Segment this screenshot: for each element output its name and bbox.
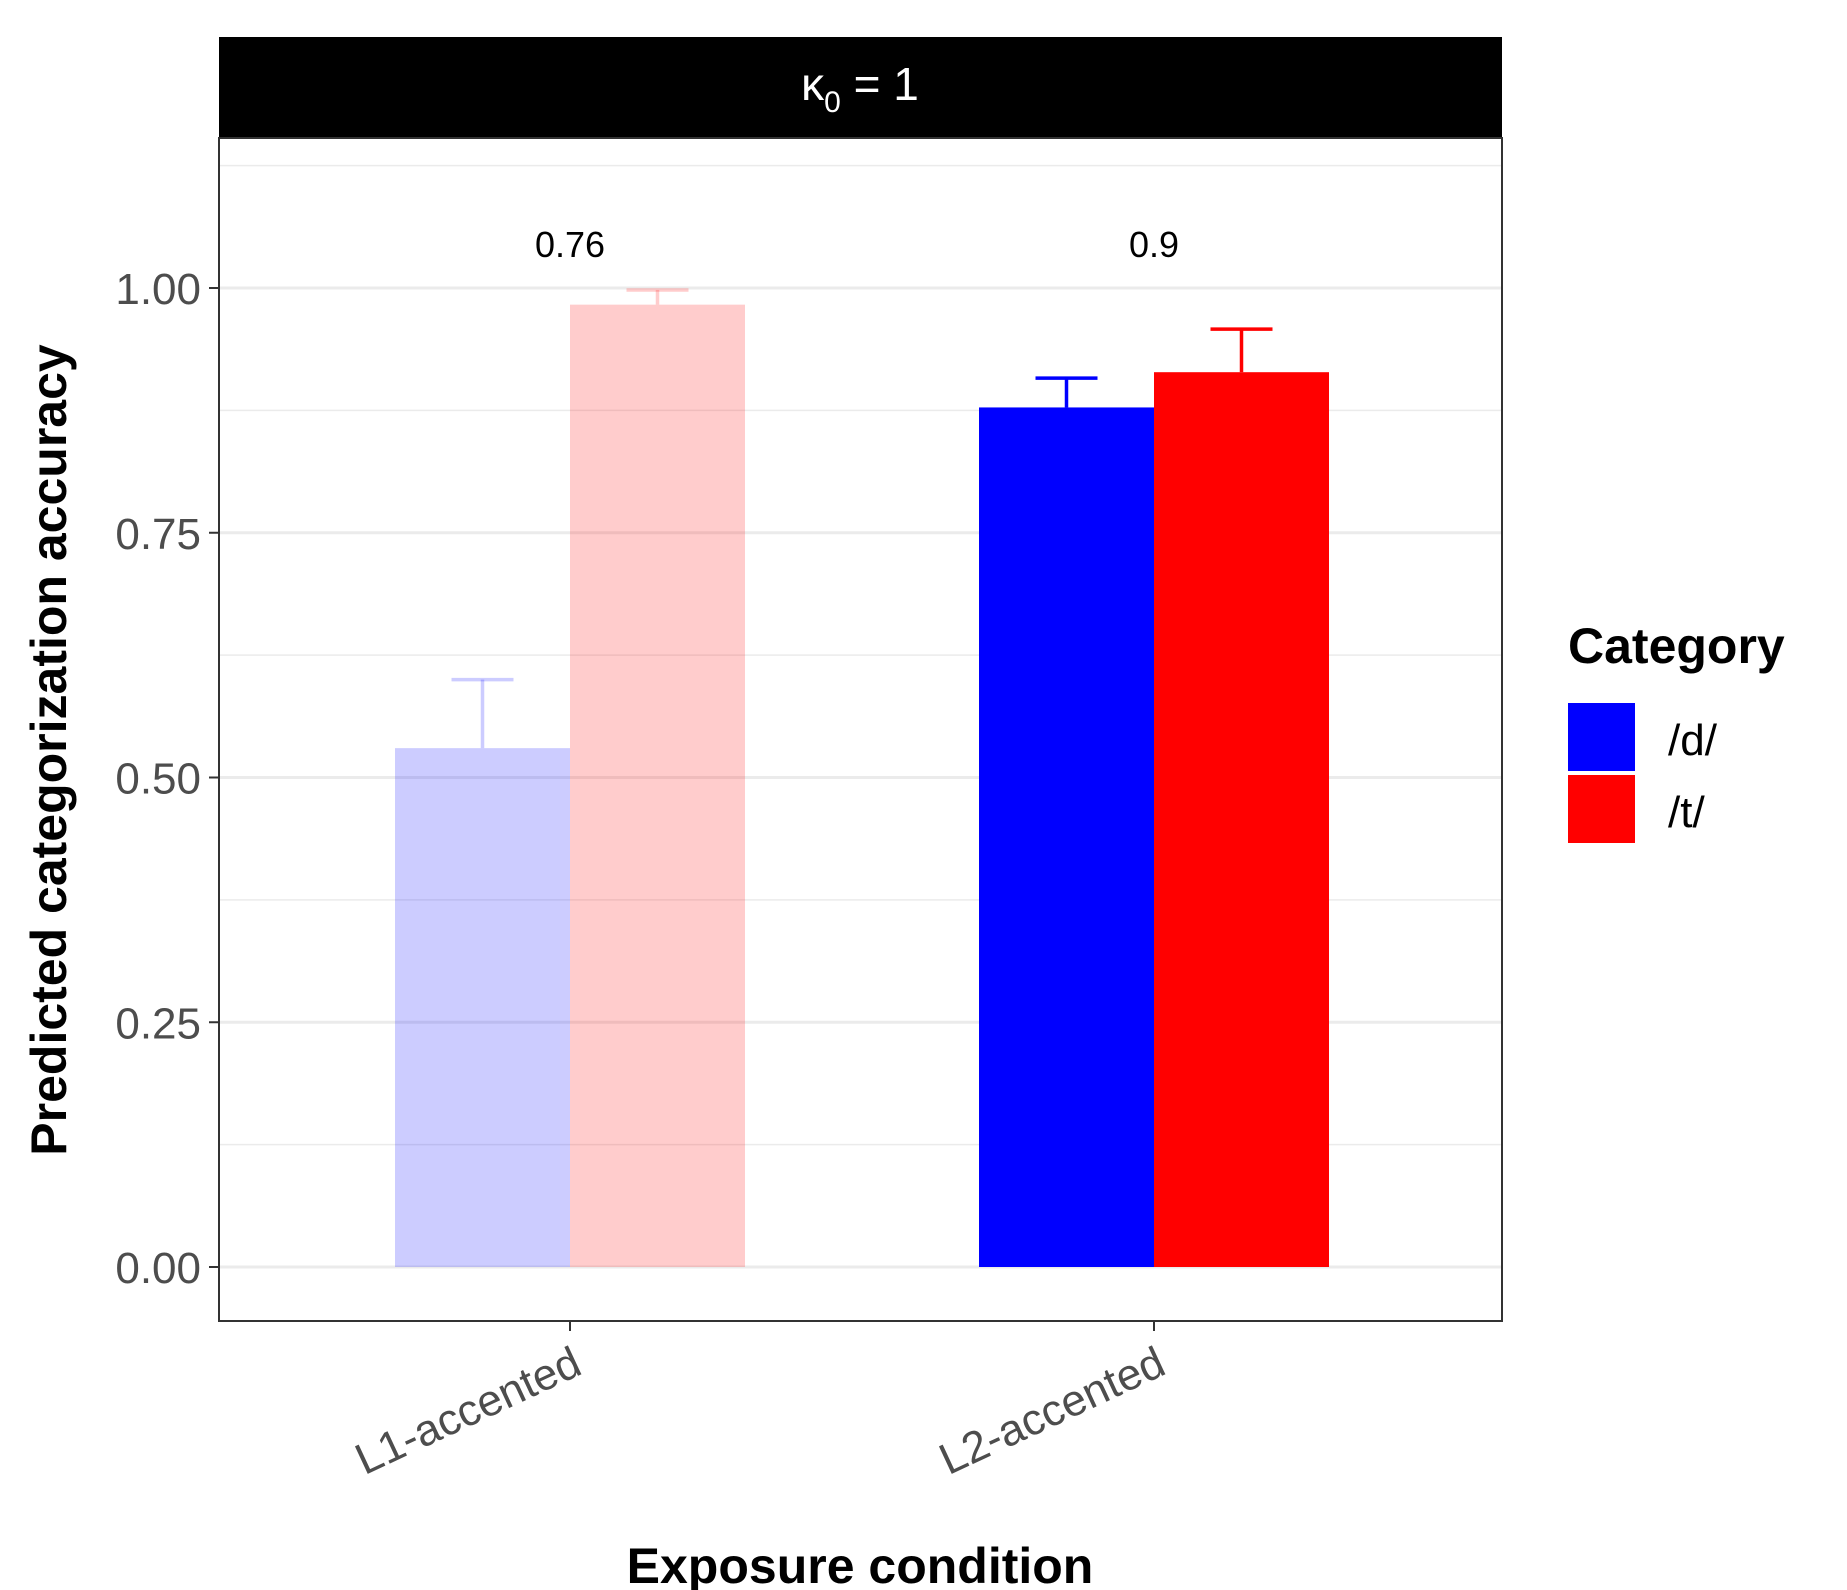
legend-label-0: /d/ — [1668, 716, 1718, 765]
y-axis: 0.00 0.25 0.50 0.75 1.00 — [115, 265, 219, 1293]
bar-L2-accented-series-0 — [979, 407, 1154, 1267]
legend-key-0 — [1568, 703, 1635, 771]
legend-label-1: /t/ — [1668, 788, 1705, 837]
y-tick-label-3: 0.75 — [115, 510, 201, 559]
bars — [395, 304, 1329, 1268]
bar-labels: 0.76 0.9 — [535, 224, 1179, 265]
x-tick-label-1: L2-accented — [932, 1338, 1172, 1485]
bar-label-0: 0.76 — [535, 224, 605, 265]
legend: Category /d/ /t/ — [1568, 618, 1785, 843]
x-axis: L1-accented L2-accented — [348, 1321, 1172, 1484]
x-tick-label-0: L1-accented — [348, 1338, 588, 1485]
y-axis-title: Predicted categorization accuracy — [21, 344, 77, 1156]
plot-panel-border — [218, 137, 1503, 1322]
x-axis-title: Exposure condition — [627, 1538, 1094, 1590]
panel-strip-label: κ0 = 1 — [801, 58, 919, 119]
bar-label-1: 0.9 — [1129, 224, 1179, 265]
bar-L2-accented-series-1 — [1154, 372, 1329, 1268]
legend-key-1 — [1568, 775, 1635, 843]
error-bars — [451, 288, 1273, 749]
y-tick-label-4: 1.00 — [115, 265, 201, 314]
panel-strip — [219, 37, 1502, 138]
y-tick-label-0: 0.00 — [115, 1244, 201, 1293]
legend-title: Category — [1568, 618, 1785, 674]
y-tick-label-1: 0.25 — [115, 999, 201, 1048]
bar-L1-accented-series-0 — [395, 748, 570, 1267]
bar-L1-accented-series-1 — [570, 304, 745, 1267]
y-tick-label-2: 0.50 — [115, 755, 201, 804]
